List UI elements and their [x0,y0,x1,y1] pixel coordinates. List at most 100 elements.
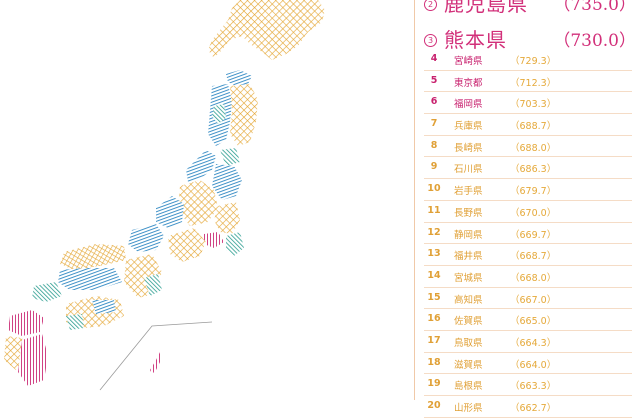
score-value: （664.0） [510,359,557,371]
top-ranking-list: 2 鹿児島県 （735.0） 3 熊本県 （730.0） [418,0,640,58]
top-ranking-row: 3 熊本県 （730.0） [418,22,640,58]
ranking-row: 4 宮崎県 （729.3） [418,49,640,71]
score-value: （730.0） [553,31,636,51]
prefecture-name: 鹿児島県 [444,0,528,16]
score-value: （669.7） [510,229,557,241]
row-separator [424,134,632,136]
tohoku-east-region [230,84,258,146]
rank-number: 13 [427,248,441,260]
rank-number: 12 [427,226,441,238]
ranking-row: 6 福岡県 （703.3） [418,92,640,115]
row-separator [424,395,632,396]
score-value: （686.3） [510,164,557,176]
prefecture-name: 熊本県 [444,28,507,52]
prefecture-name: 佐賀県 [454,316,483,328]
rank-number: 16 [427,313,441,325]
score-value: （663.3） [510,381,557,393]
score-value: （665.0） [510,316,557,328]
ranking-row: 11 長野県 （670.0） [418,201,640,223]
hokkaido-region [208,0,325,60]
rank-number: 19 [427,378,441,390]
tohoku-teal-region [212,104,226,124]
score-value: （670.0） [510,207,557,219]
prefecture-name: 鳥取県 [454,337,483,349]
kinki-north-region [128,224,164,252]
kinki-teal-region [144,274,162,296]
prefecture-name: 山形県 [454,403,483,414]
prefecture-name: 長野県 [454,207,483,219]
ranking-row: 20 山形県 （662.7） [418,396,640,418]
rank-number: 8 [430,139,438,151]
row-separator [424,199,632,201]
ranking-row: 19 島根県 （663.3） [418,374,640,396]
chubu-central-region [178,180,218,226]
chugoku-south-region [58,268,122,290]
row-separator [424,329,632,331]
kanto-south-region [214,202,240,234]
prefecture-name: 長崎県 [454,142,483,154]
row-separator [424,221,632,223]
score-value: （688.0） [510,142,557,154]
rank-number: 7 [430,118,438,130]
rank-number: 17 [427,334,441,346]
okinawa-inset-frame [99,321,213,391]
divider-line [414,0,415,400]
score-value: （664.3） [510,337,557,349]
prefecture-name: 宮崎県 [454,56,483,67]
prefecture-name: 島根県 [454,381,483,393]
hokuriku-region [156,196,184,228]
row-separator [424,373,632,375]
ranking-row: 7 兵庫県 （688.7） [418,114,640,136]
fukushima-teal-region [220,148,240,166]
prefecture-name: 東京都 [454,77,483,89]
prefecture-name: 静岡県 [454,229,483,241]
japan-map [4,0,325,391]
rank-number: 4 [430,53,438,64]
ranking-row: 18 滋賀県 （664.0） [418,353,640,375]
rank-circle: 3 [424,34,437,47]
score-value: （668.7） [510,251,557,263]
shikoku-teal-region [66,314,84,330]
ranking-row: 9 石川県 （686.3） [418,157,640,180]
score-value: （712.3） [510,77,557,89]
score-value: （667.0） [510,294,557,306]
ranking-row: 17 鳥取県 （664.3） [418,331,640,353]
rank-circle: 2 [424,0,437,11]
ranking-row: 16 佐賀県 （665.0） [418,309,640,331]
aomori-region [226,70,252,86]
score-value: （679.7） [510,186,557,198]
kyushu-north-region [8,310,44,336]
rank-number: 18 [427,356,441,368]
prefecture-name: 高知県 [454,294,483,306]
row-separator [424,156,632,158]
prefecture-name: 滋賀県 [454,359,483,371]
tokai-region [168,228,206,262]
chiba-region [226,232,244,256]
tokyo-region [204,232,224,248]
rank-number: 10 [427,183,441,195]
rank-number: 15 [427,291,441,303]
row-separator [424,286,632,288]
ranking-row: 12 静岡県 （669.7） [418,223,640,245]
ranking-row: 14 宮城県 （668.0） [418,266,640,288]
score-value: （703.3） [510,99,557,111]
rank-number: 11 [427,204,441,216]
okinawa-region [150,352,162,374]
ranking-row: 5 東京都 （712.3） [418,71,640,93]
chugoku-teal-region [32,282,62,302]
score-value: （668.0） [510,272,557,284]
rank-number: 5 [430,74,438,86]
prefecture-name: 岩手県 [454,186,483,198]
row-separator [424,264,632,266]
rank-number: 6 [430,96,438,108]
rank-number: 9 [430,161,438,173]
top-ranking-row: 2 鹿児島県 （735.0） [418,0,640,22]
score-value: （688.7） [510,121,557,133]
row-separator [424,243,632,245]
prefecture-name: 宮城県 [454,272,483,284]
chugoku-north-region [60,244,126,270]
row-separator [424,178,632,180]
ranking-row: 15 高知県 （667.0） [418,288,640,310]
row-separator [424,69,632,71]
score-value: （662.7） [510,403,557,414]
